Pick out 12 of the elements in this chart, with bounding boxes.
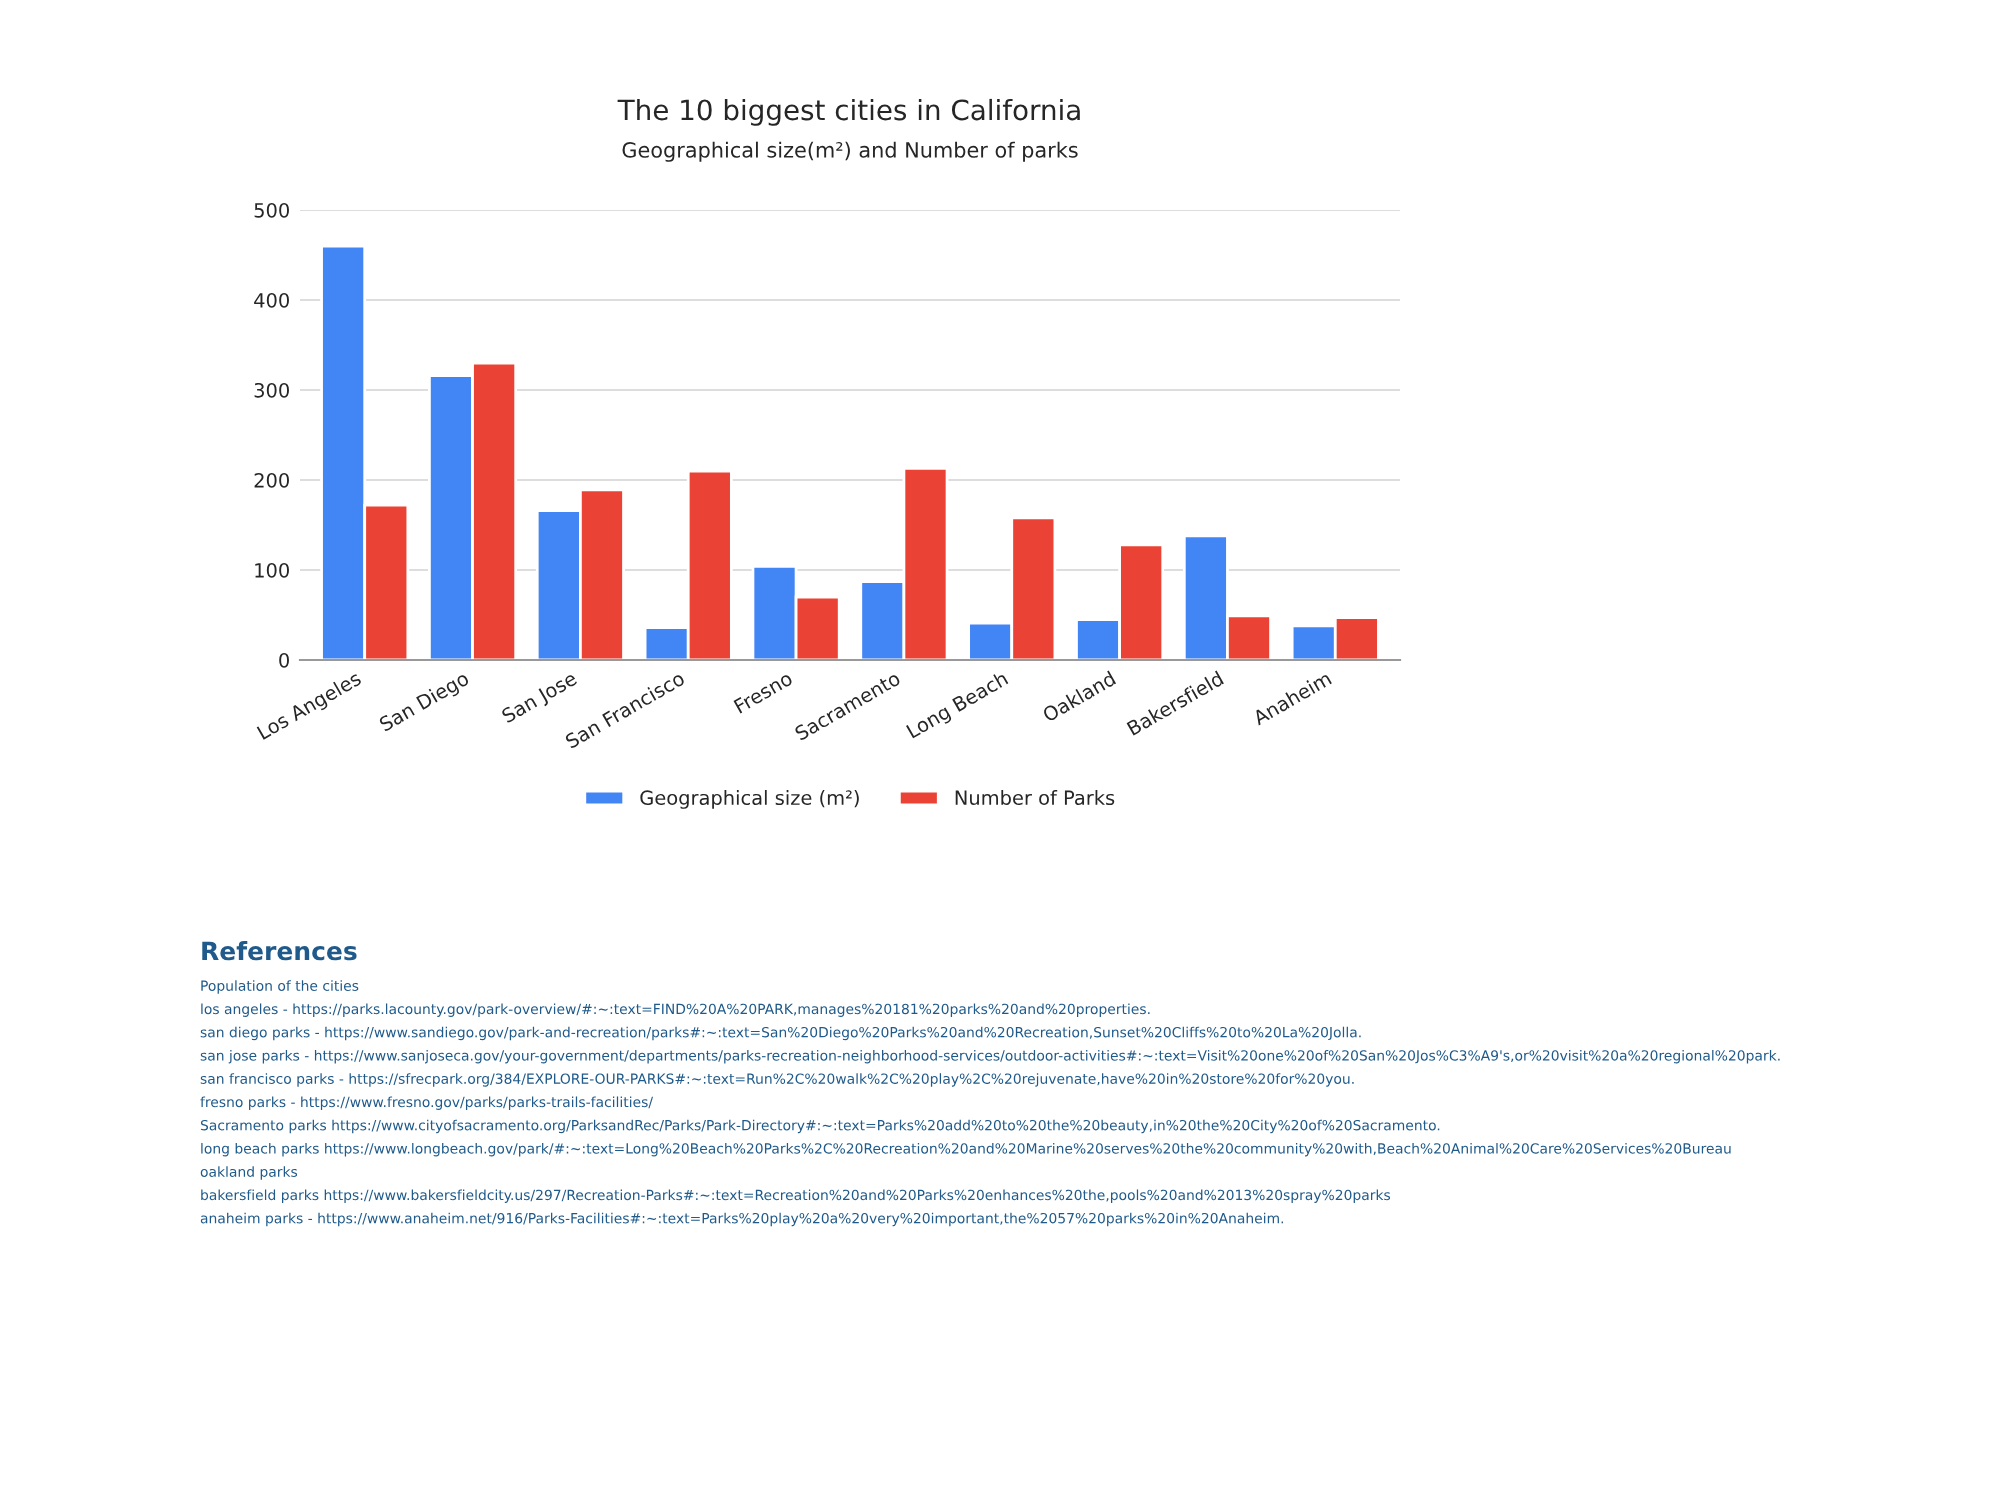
y-tick-label: 400	[254, 292, 289, 308]
y-tick-label: 100	[255, 562, 289, 578]
y-tick-label: 0	[279, 652, 289, 668]
legend-label: Geographical size (m²)	[640, 790, 859, 809]
y-tick-label: 500	[254, 202, 289, 218]
chart-title: The 10 biggest cities in California	[617, 98, 1080, 126]
y-tick-label: 300	[254, 382, 289, 398]
y-tick-label: 200	[254, 472, 289, 488]
text: References	[202, 941, 357, 961]
legend-label: Number of Parks	[955, 790, 1115, 806]
x-tick-label: San Jose	[500, 670, 580, 727]
chart-subtitle: Geographical size(m²) and Number of parks	[622, 141, 1078, 162]
